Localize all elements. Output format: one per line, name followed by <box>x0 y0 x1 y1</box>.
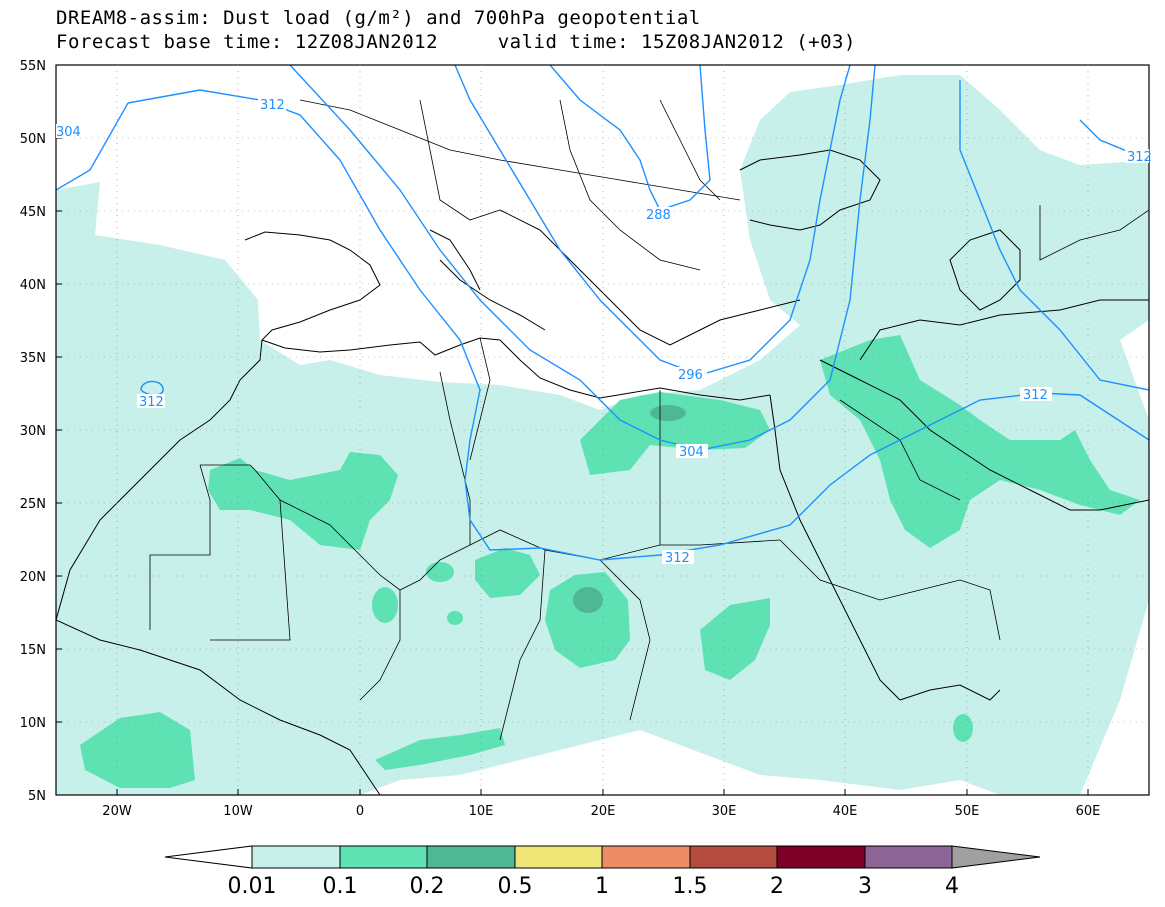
dust-region-medium <box>80 712 195 788</box>
colorbar-tick: 0.2 <box>410 874 445 899</box>
dust-region-high <box>650 405 686 421</box>
colorbar-swatch <box>514 845 603 869</box>
dust-region-medium <box>375 728 505 770</box>
contour-label: 288 <box>646 208 671 223</box>
dust-region-medium <box>372 587 398 623</box>
lon-label: 20W <box>102 804 132 819</box>
colorbar-tick: 4 <box>945 874 959 899</box>
dust-region-high <box>573 587 603 613</box>
lat-label: 10N <box>20 716 46 731</box>
colorbar-tick: 2 <box>770 874 784 899</box>
lon-label: 30E <box>712 804 737 819</box>
dust-region-medium <box>208 452 398 550</box>
dust-region-medium <box>580 392 770 475</box>
colorbar-low-arrow <box>164 845 253 869</box>
lon-label: 50E <box>955 804 980 819</box>
country-borders <box>149 99 1149 741</box>
map-title-line-2: Forecast base time: 12Z08JAN2012 valid t… <box>56 31 856 53</box>
contour-label: 304 <box>679 445 704 460</box>
colorbar-labels: 0.01 0.1 0.2 0.5 1 1.5 2 3 4 <box>228 874 959 899</box>
colorbar-tick: 3 <box>858 874 872 899</box>
contour-label: 304 <box>56 125 81 140</box>
contour-label: 312 <box>260 98 285 113</box>
contour-label: 312 <box>665 551 690 566</box>
lon-label: 10E <box>469 804 494 819</box>
colorbar-tick: 1 <box>595 874 609 899</box>
lat-label: 50N <box>20 132 46 147</box>
lat-label: 20N <box>20 570 46 585</box>
lat-label: 5N <box>28 789 46 804</box>
graticule <box>56 65 1149 795</box>
colorbar-swatch <box>864 845 953 869</box>
lat-label: 15N <box>20 643 46 658</box>
colorbar-swatch <box>601 845 691 869</box>
contour-label: 312 <box>1023 388 1048 403</box>
dust-region-medium <box>953 714 973 742</box>
colorbar-swatch <box>689 845 778 869</box>
contour-labels: 304 312 312 288 312 296 304 312 312 <box>56 97 1152 566</box>
colorbar <box>164 845 1041 869</box>
dust-region-medium <box>447 611 463 625</box>
dust-region-medium <box>700 598 770 680</box>
colorbar-tick: 0.1 <box>323 874 358 899</box>
lat-label: 55N <box>20 59 46 74</box>
contour-label: 312 <box>139 395 164 410</box>
dust-region-medium <box>426 562 454 582</box>
colorbar-high-arrow <box>951 845 1041 869</box>
latitude-labels: 55N 50N 45N 40N 35N 30N 25N 20N 15N 10N … <box>20 59 46 804</box>
lon-label: 40E <box>833 804 858 819</box>
colorbar-tick: 0.5 <box>498 874 533 899</box>
colorbar-tick: 0.01 <box>228 874 277 899</box>
lon-label: 0 <box>356 804 364 819</box>
longitude-labels: 20W 10W 0 10E 20E 30E 40E 50E 60E <box>102 804 1100 819</box>
colorbar-swatch <box>339 845 428 869</box>
colorbar-swatch <box>426 845 516 869</box>
lon-label: 20E <box>591 804 616 819</box>
clear-region-west <box>56 65 245 255</box>
lat-label: 35N <box>20 351 46 366</box>
lat-label: 25N <box>20 497 46 512</box>
contour-label: 312 <box>1127 150 1152 165</box>
axis-ticks <box>56 64 1089 796</box>
map-title-line-1: DREAM8-assim: Dust load (g/m²) and 700hP… <box>56 7 701 29</box>
dust-region-medium <box>820 335 1140 548</box>
lon-label: 60E <box>1076 804 1101 819</box>
colorbar-tick: 1.5 <box>673 874 708 899</box>
clear-region-europe <box>240 65 790 395</box>
lon-label: 10W <box>223 804 253 819</box>
dust-region-medium <box>545 572 630 668</box>
lat-label: 40N <box>20 278 46 293</box>
dust-region-medium <box>475 548 540 598</box>
lat-label: 30N <box>20 424 46 439</box>
colorbar-swatch <box>776 845 866 869</box>
colorbar-swatch <box>251 845 341 869</box>
contour-label: 296 <box>678 368 703 383</box>
lat-label: 45N <box>20 205 46 220</box>
